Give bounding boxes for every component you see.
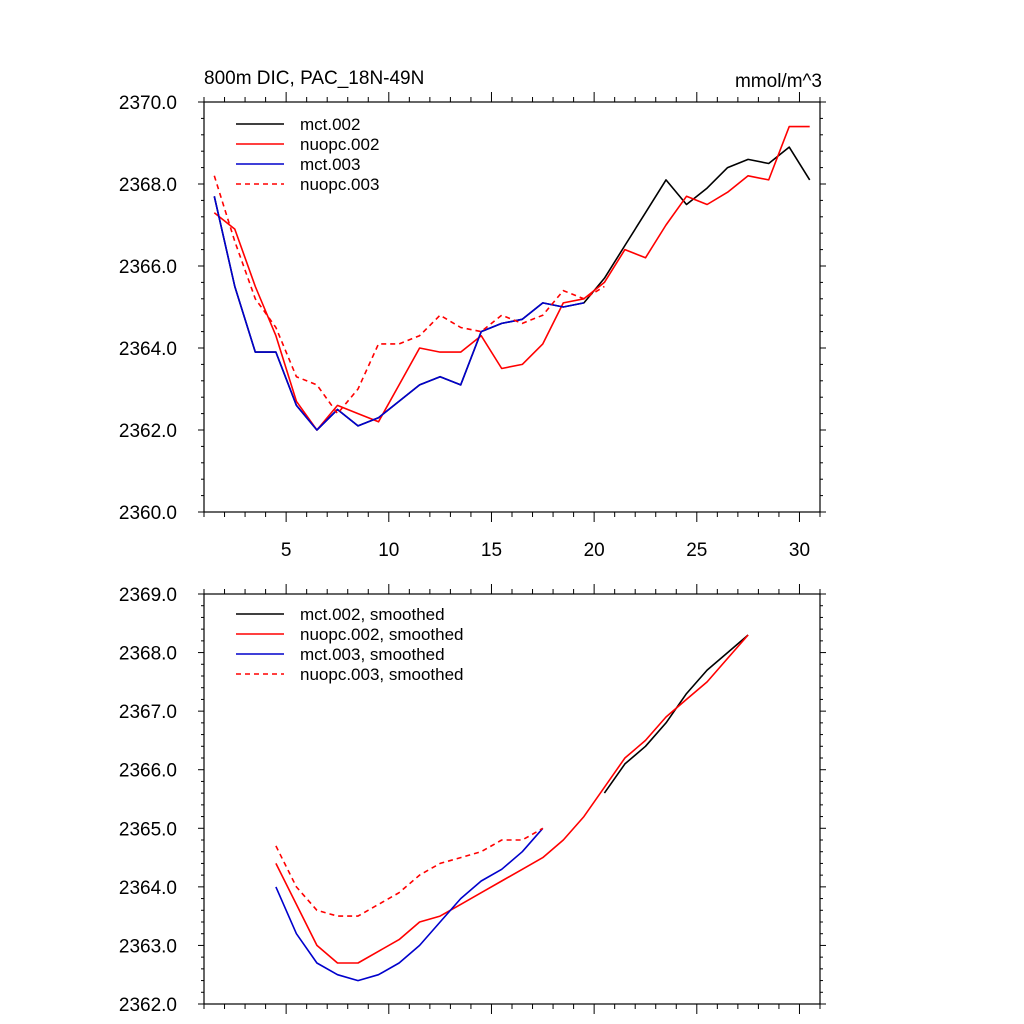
y-tick-label: 2369.0 [119, 585, 177, 606]
legend-entry-label: mct.002, smoothed [300, 605, 445, 624]
y-tick-label: 2367.0 [119, 702, 177, 723]
top-plot-frame [203, 101, 821, 513]
y-tick-label: 2364.0 [119, 878, 177, 899]
series-line-nuopc-003-smoothed [275, 827, 544, 917]
y-tick-label: 2365.0 [119, 819, 177, 840]
legend-entry-label: mct.002 [300, 115, 360, 134]
x-tick-label: 20 [584, 540, 605, 561]
y-tick-label: 2360.0 [119, 503, 177, 524]
y-tick-label: 2366.0 [119, 761, 177, 782]
y-tick-label: 2366.0 [119, 257, 177, 278]
series-line-mct-003-smoothed [275, 827, 544, 982]
bottom-plot-frame [203, 593, 821, 1005]
x-tick-label: 10 [378, 540, 399, 561]
x-tick-label: 30 [789, 540, 810, 561]
y-tick-label: 2368.0 [119, 175, 177, 196]
y-tick-label: 2370.0 [119, 93, 177, 114]
legend-entry-label: nuopc.003 [300, 175, 379, 194]
y-tick-label: 2368.0 [119, 644, 177, 665]
y-tick-label: 2363.0 [119, 936, 177, 957]
x-tick-label: 25 [686, 540, 707, 561]
top-series-group [213, 125, 811, 431]
series-line-mct-003 [213, 196, 585, 431]
legend-entry-label: mct.003 [300, 155, 360, 174]
top-chart-units-label: mmol/m^3 [735, 71, 822, 92]
y-tick-label: 2364.0 [119, 339, 177, 360]
y-tick-label: 2362.0 [119, 421, 177, 442]
bottom-axis-ticks: 2362.0 2363.0 2364.0 2365.0 2366.0 2367.0 2368… [119, 584, 826, 1016]
x-tick-label: 15 [481, 540, 502, 561]
bottom-chart: 2362.0 2363.0 2364.0 2365.0 2366.0 2367.0 2368… [119, 584, 826, 1016]
top-chart: 800m DIC, PAC_18N-49N mmol/m^3 2360.0236… [119, 68, 826, 561]
top-axis-ticks: 2360.0 2362.0 2364.0 2366.0 2368.0 2370.0 5 10 1… [119, 92, 826, 561]
legend-entry-label: nuopc.002 [300, 135, 379, 154]
x-tick-label: 5 [281, 540, 292, 561]
bottom-series-group [275, 634, 749, 982]
series-line-nuopc-003 [213, 175, 605, 415]
legend-entry-label: nuopc.002, smoothed [300, 625, 464, 644]
legend-entry-label: nuopc.003, smoothed [300, 665, 464, 684]
legend-entry-label: mct.003, smoothed [300, 645, 445, 664]
top-chart-title: 800m DIC, PAC_18N-49N [204, 68, 424, 89]
y-tick-label: 2362.0 [119, 995, 177, 1016]
series-line-nuopc-002-smoothed [275, 634, 749, 964]
